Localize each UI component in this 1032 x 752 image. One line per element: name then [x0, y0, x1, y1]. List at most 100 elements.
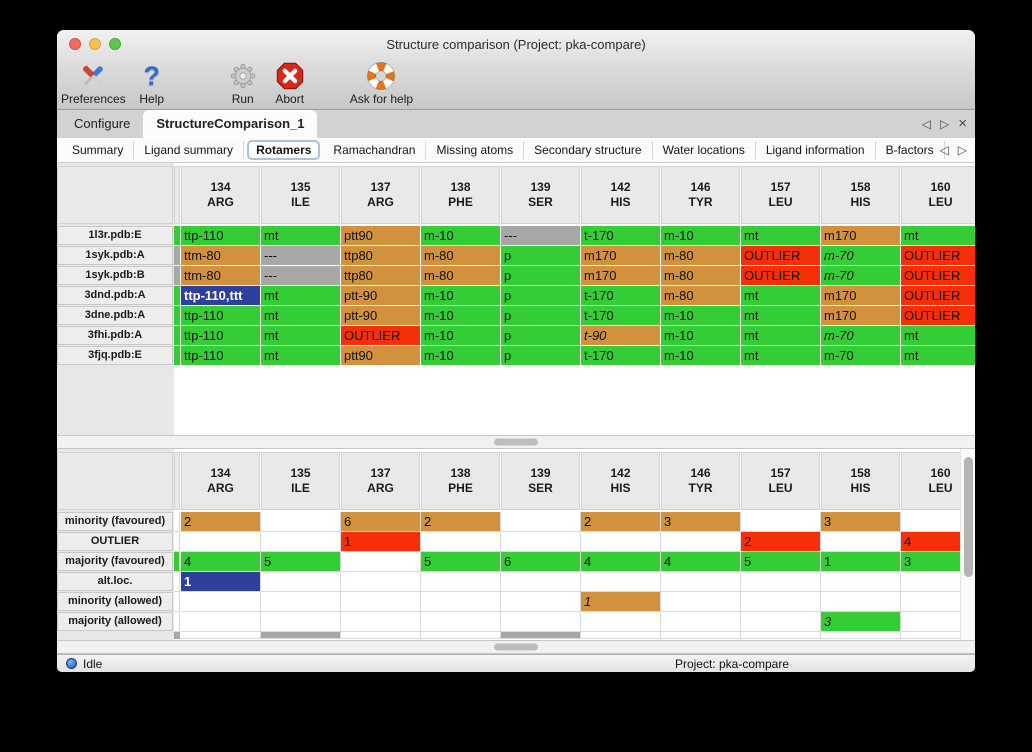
rotamer-cell[interactable]: m-10	[421, 306, 500, 325]
preferences-button[interactable]: Preferences	[61, 59, 126, 106]
row-header[interactable]: majority (allowed)	[57, 612, 173, 631]
rotamer-cell[interactable]: p	[501, 266, 580, 285]
count-cell[interactable]	[661, 532, 741, 552]
count-cell[interactable]: 2	[181, 512, 261, 532]
subtab-water-locations[interactable]: Water locations	[653, 141, 756, 159]
count-cell[interactable]	[261, 512, 341, 532]
rotamer-cell[interactable]: ---	[261, 266, 340, 285]
rotamer-cell[interactable]: mt	[901, 346, 975, 365]
row-header[interactable]: 3fjq.pdb:E	[57, 346, 173, 365]
count-cell[interactable]: 2	[581, 512, 661, 532]
rotamer-cell[interactable]: m170	[821, 286, 900, 305]
count-cell[interactable]: 4	[661, 552, 741, 572]
rotamer-cell[interactable]: ttp-110	[181, 326, 260, 345]
count-cell[interactable]	[261, 592, 341, 612]
help-button[interactable]: ? Help	[130, 59, 174, 107]
count-cell[interactable]: 4	[181, 552, 261, 572]
rotamer-cell[interactable]: m-80	[661, 266, 740, 285]
rotamer-cell[interactable]: ---	[261, 246, 340, 265]
row-header[interactable]: 3fhi.pdb:A	[57, 326, 173, 345]
rotamer-cell[interactable]: mt	[741, 226, 820, 245]
count-cell[interactable]	[501, 532, 581, 552]
count-cell[interactable]: 3	[821, 512, 901, 532]
rotamer-cell[interactable]: mt	[261, 346, 340, 365]
rotamer-cell[interactable]: m-10	[661, 306, 740, 325]
count-cell[interactable]	[421, 532, 501, 552]
count-cell[interactable]	[341, 612, 421, 632]
count-cell[interactable]: 1	[181, 572, 261, 592]
subtab-ramachandran[interactable]: Ramachandran	[323, 141, 427, 159]
count-cell[interactable]	[341, 572, 421, 592]
rotamer-cell[interactable]: mt	[261, 326, 340, 345]
tab-structure-comparison-1[interactable]: StructureComparison_1	[143, 110, 318, 138]
rotamer-cell[interactable]: mt	[901, 326, 975, 345]
count-cell[interactable]	[501, 572, 581, 592]
rotamer-cell[interactable]: ttm-80	[181, 266, 260, 285]
rotamer-cell[interactable]: t-170	[581, 226, 660, 245]
pane-splitter-top[interactable]	[57, 435, 975, 449]
count-cell[interactable]	[901, 592, 975, 612]
rotamer-cell[interactable]: OUTLIER	[341, 326, 420, 345]
run-button[interactable]: Run	[221, 59, 265, 106]
rotamer-cell[interactable]: mt	[261, 226, 340, 245]
rotamer-cell[interactable]: m-10	[661, 326, 740, 345]
rotamer-cell[interactable]: OUTLIER	[741, 266, 820, 285]
count-cell[interactable]	[181, 532, 261, 552]
row-header[interactable]: 3dne.pdb:A	[57, 306, 173, 325]
subtab-rotamers[interactable]: Rotamers	[247, 140, 321, 160]
count-cell[interactable]	[821, 592, 901, 612]
rotamer-cell[interactable]: ptt90	[341, 226, 420, 245]
rotamer-cell[interactable]: mt	[901, 226, 975, 245]
count-cell[interactable]	[501, 612, 581, 632]
row-header[interactable]: minority (favoured)	[57, 512, 173, 531]
rotamer-cell[interactable]: t-90	[581, 326, 660, 345]
splitter-grip-icon[interactable]	[494, 643, 538, 651]
rotamer-cell[interactable]: t-170	[581, 306, 660, 325]
count-cell[interactable]	[261, 612, 341, 632]
count-cell[interactable]	[741, 512, 821, 532]
rotamer-cell[interactable]: m-10	[421, 346, 500, 365]
rotamer-cell[interactable]: m-80	[661, 246, 740, 265]
rotamer-cell[interactable]: p	[501, 306, 580, 325]
count-cell[interactable]: 5	[421, 552, 501, 572]
close-window-button[interactable]	[69, 38, 81, 50]
rotamer-cell[interactable]: m-70	[821, 246, 900, 265]
ask-for-help-button[interactable]: Ask for help	[350, 59, 413, 106]
rotamer-cell[interactable]: ttp-110	[181, 226, 260, 245]
count-cell[interactable]	[821, 572, 901, 592]
tab-close-icon[interactable]: ×	[958, 115, 967, 132]
rotamer-cell[interactable]: m-10	[421, 326, 500, 345]
row-header[interactable]: 1syk.pdb:A	[57, 246, 173, 265]
scrollbar-thumb[interactable]	[964, 457, 973, 577]
rotamer-cell[interactable]: ttp80	[341, 266, 420, 285]
subtab-ligand-information[interactable]: Ligand information	[756, 141, 876, 159]
count-cell[interactable]	[661, 572, 741, 592]
count-cell[interactable]	[661, 592, 741, 612]
count-cell[interactable]	[901, 572, 975, 592]
count-cell[interactable]	[341, 552, 421, 572]
count-cell[interactable]	[741, 612, 821, 632]
rotamer-cell[interactable]: m170	[821, 226, 900, 245]
rotamer-cell[interactable]: OUTLIER	[741, 246, 820, 265]
subtab-summary[interactable]: Summary	[62, 141, 135, 159]
row-header[interactable]: OUTLIER	[57, 532, 173, 551]
rotamer-cell[interactable]: m-10	[661, 226, 740, 245]
count-cell[interactable]: 2	[741, 532, 821, 552]
count-cell[interactable]	[341, 592, 421, 612]
rotamer-cell[interactable]: mt	[741, 286, 820, 305]
count-cell[interactable]	[741, 592, 821, 612]
rotamer-cell[interactable]: m-80	[661, 286, 740, 305]
rotamer-cell[interactable]: t-170	[581, 286, 660, 305]
rotamer-cell[interactable]: ptt90	[341, 346, 420, 365]
count-cell[interactable]: 3	[821, 612, 901, 632]
row-header[interactable]: minority (allowed)	[57, 592, 173, 611]
count-cell[interactable]	[421, 612, 501, 632]
rotamer-cell[interactable]: m-10	[421, 226, 500, 245]
subtab-missing-atoms[interactable]: Missing atoms	[426, 141, 525, 159]
rotamer-cell[interactable]: p	[501, 286, 580, 305]
rotamer-cell[interactable]: m170	[581, 266, 660, 285]
count-cell[interactable]: 6	[501, 552, 581, 572]
count-cell[interactable]	[581, 572, 661, 592]
count-cell[interactable]: 5	[741, 552, 821, 572]
row-header[interactable]: 3dnd.pdb:A	[57, 286, 173, 305]
